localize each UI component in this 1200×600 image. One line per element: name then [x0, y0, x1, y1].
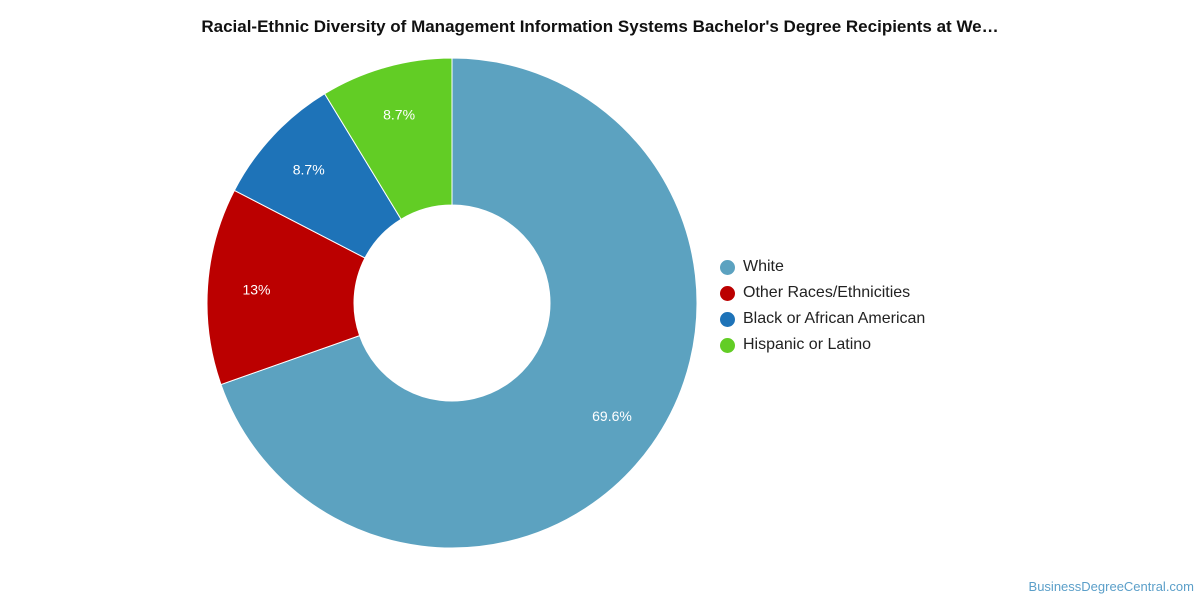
legend-item-black-or-african-american[interactable]: Black or African American	[720, 306, 925, 332]
slice-white[interactable]	[220, 57, 698, 549]
legend-label: White	[743, 258, 784, 275]
legend-label: Black or African American	[743, 310, 926, 327]
slice-labels-group: 69.6% 13% 8.7% 8.7%	[242, 106, 631, 424]
slice-label: 8.7%	[383, 106, 415, 122]
slices-group	[206, 57, 698, 549]
legend-item-other-races-ethnicities[interactable]: Other Races/Ethnicities	[720, 280, 925, 306]
legend-item-white[interactable]: White	[720, 254, 925, 280]
watermark: BusinessDegreeCentral.com	[1028, 579, 1194, 594]
legend-item-hispanic-or-latino[interactable]: Hispanic or Latino	[720, 332, 925, 358]
slice-label: 8.7%	[293, 161, 325, 177]
chart-title: Racial-Ethnic Diversity of Management In…	[201, 17, 999, 36]
slice-label: 13%	[242, 281, 270, 297]
slice-hispanic-or-latino[interactable]	[323, 57, 453, 220]
legend-swatch-icon	[720, 259, 735, 275]
legend-swatch-icon	[720, 311, 735, 327]
slice-other-races-ethnicities[interactable]	[206, 189, 366, 386]
legend-swatch-icon	[720, 337, 735, 353]
legend-swatch-icon	[720, 285, 735, 301]
slice-label: 69.6%	[592, 408, 632, 424]
legend-label: Other Races/Ethnicities	[743, 284, 911, 301]
legend: White Other Races/Ethnicities Black or Afr…	[720, 254, 925, 358]
legend-label: Hispanic or Latino	[743, 336, 872, 353]
